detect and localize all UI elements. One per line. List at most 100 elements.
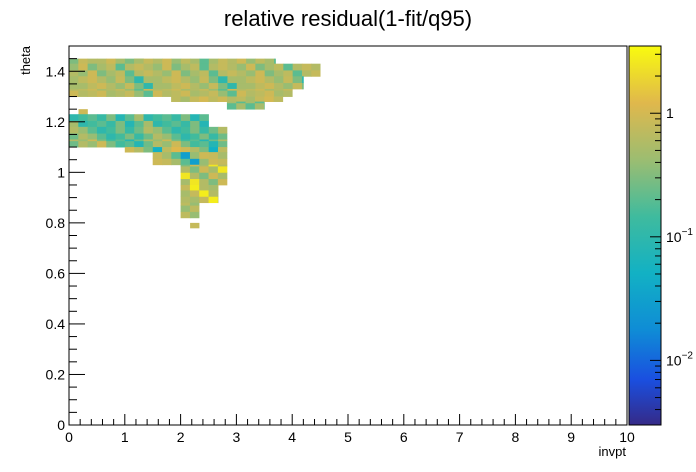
heatmap-cell xyxy=(78,109,88,115)
heatmap-cell xyxy=(217,164,228,167)
heatmap-cell xyxy=(180,166,191,173)
heatmap-cell xyxy=(180,184,191,191)
heatmap-cell xyxy=(152,140,163,148)
x-tick-label: 4 xyxy=(288,429,296,445)
heatmap-cell xyxy=(143,70,154,77)
heatmap-cell xyxy=(106,140,116,148)
heatmap-cell xyxy=(124,82,135,90)
heatmap-cell xyxy=(217,172,228,180)
heatmap-cell xyxy=(217,184,219,191)
heatmap-cell xyxy=(171,70,182,77)
heatmap-cell xyxy=(199,139,210,142)
heatmap-cell xyxy=(292,70,303,77)
heatmap-cell xyxy=(96,82,107,90)
y-tick-label: 0.2 xyxy=(46,366,66,382)
heatmap-cell xyxy=(152,63,163,71)
heatmap-cell xyxy=(199,164,209,167)
heatmap-cell xyxy=(246,82,256,90)
heatmap-cell xyxy=(78,58,89,65)
heatmap-cell xyxy=(199,58,210,65)
heatmap-cell xyxy=(134,63,144,71)
heatmap-cell xyxy=(218,88,228,91)
x-tick-label: 6 xyxy=(400,429,408,445)
heatmap-cell xyxy=(87,63,98,71)
heatmap-cell xyxy=(274,76,284,84)
x-tick-label: 9 xyxy=(567,429,575,445)
heatmap-cell xyxy=(199,88,210,91)
heatmap-cell xyxy=(115,126,126,134)
heatmap-cell xyxy=(190,58,200,65)
heatmap-cell xyxy=(236,76,247,84)
heatmap-cell xyxy=(283,63,294,71)
heatmap-cell xyxy=(292,82,303,90)
x-tick-label: 1 xyxy=(121,429,129,445)
heatmap-cell xyxy=(199,70,210,77)
heatmap-cell xyxy=(246,76,256,84)
heatmap-cell xyxy=(208,90,219,97)
colorbar xyxy=(628,45,662,426)
heatmap-cell xyxy=(218,140,228,148)
heatmap-cell xyxy=(162,139,172,142)
heatmap-cell xyxy=(180,196,191,204)
heatmap-cell xyxy=(171,96,181,102)
heatmap-cell xyxy=(96,120,107,128)
heatmap-cell xyxy=(69,114,79,121)
heatmap-cell xyxy=(254,101,265,104)
heatmap-cell xyxy=(208,58,219,65)
heatmap-cell xyxy=(255,82,266,90)
heatmap-cell xyxy=(124,114,135,121)
heatmap-cell xyxy=(152,58,163,65)
heatmap-cell xyxy=(115,58,126,65)
heatmap-cell xyxy=(69,120,79,128)
heatmap-cell xyxy=(152,120,163,128)
heatmap-cell xyxy=(189,190,200,197)
heatmap-cell xyxy=(124,139,135,142)
heatmap-cell xyxy=(171,158,182,166)
heatmap-cell xyxy=(208,190,219,197)
heatmap-cell xyxy=(189,211,200,219)
heatmap-cell xyxy=(301,82,304,90)
y-tick-label: 1.2 xyxy=(46,114,66,130)
heatmap-cell xyxy=(162,70,172,77)
heatmap-cell xyxy=(190,82,200,90)
heatmap-cell xyxy=(190,63,200,71)
heatmap-cell xyxy=(190,114,200,121)
heatmap-cell xyxy=(69,76,79,84)
heatmap-cell xyxy=(87,58,98,65)
heatmap-cell xyxy=(246,58,256,65)
heatmap-cell xyxy=(106,76,116,84)
heatmap-cell xyxy=(143,140,154,148)
heatmap-cell xyxy=(190,126,200,134)
heatmap-cell xyxy=(208,147,219,153)
heatmap-cell xyxy=(115,139,126,142)
heatmap-cell xyxy=(264,82,275,90)
heatmap-cell xyxy=(274,58,276,65)
heatmap-cell xyxy=(162,158,172,166)
heatmap-cell xyxy=(236,88,247,91)
heatmap-cell xyxy=(218,70,228,77)
heatmap-cell xyxy=(199,133,210,140)
heatmap-cell xyxy=(134,140,144,148)
chart-title: relative residual(1-fit/q95) xyxy=(224,6,472,31)
heatmap-cell xyxy=(199,152,210,159)
heatmap-cell xyxy=(236,102,246,110)
heatmap-cell xyxy=(208,82,219,90)
heatmap-cell xyxy=(199,76,210,84)
heatmap-cell xyxy=(152,139,163,142)
heatmap-cell xyxy=(106,126,116,134)
heatmap-cell xyxy=(69,58,79,65)
heatmap-cell xyxy=(143,63,154,71)
heatmap-cell xyxy=(69,82,79,90)
heatmap-cell xyxy=(189,164,200,167)
heatmap-cell xyxy=(254,96,265,102)
heatmap-cell xyxy=(180,120,191,128)
heatmap-cell xyxy=(236,58,247,65)
heatmap-cell xyxy=(134,139,144,142)
heatmap-cell xyxy=(199,178,209,186)
heatmap-cell xyxy=(106,63,116,71)
heatmap-cell xyxy=(301,76,304,84)
heatmap-cell xyxy=(171,63,182,71)
heatmap-cell xyxy=(208,172,219,180)
heatmap-cell xyxy=(134,88,144,91)
heatmap-cell xyxy=(134,114,144,121)
